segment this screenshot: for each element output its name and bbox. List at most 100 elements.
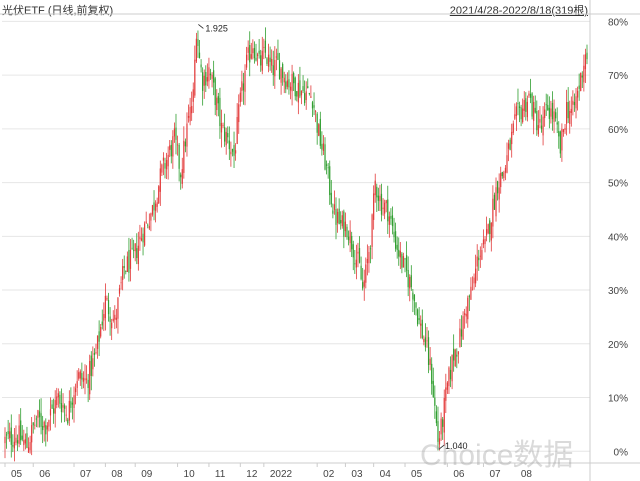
candle-body [529,93,532,98]
candle-body [274,59,276,77]
candle-body [329,166,331,196]
x-tick-label: 07 [80,469,92,480]
candle-body [49,409,52,416]
candle-body [431,363,433,384]
candle-body [586,52,588,60]
candle-body [227,132,229,138]
candle-body [206,77,208,82]
candle-body [180,174,182,178]
candle-body [21,435,23,440]
candle-body [409,276,411,289]
candle-body [73,395,75,408]
candle-body [434,397,436,406]
candle-body [198,52,201,59]
candle-body [250,54,252,59]
candle-body [553,111,555,122]
candle-body [109,316,111,323]
candle-body [501,171,503,177]
candle-body [84,378,86,381]
candle-body [142,233,144,243]
candle-body [504,167,507,173]
candle-body [103,314,105,321]
candle-body [187,115,190,118]
candle-body [247,47,249,53]
candle-body [82,377,85,382]
candle-body [294,77,296,97]
candle-body [382,207,384,210]
candle-body [500,172,502,188]
candle-body [29,442,31,451]
candle-body [548,107,550,119]
candle-body [255,57,257,61]
candle-body [566,102,568,124]
candle-body [305,91,307,101]
x-tick-label: 06 [453,469,465,480]
candle-body [34,424,36,426]
candle-body [266,58,268,64]
candle-body [506,155,508,173]
candle-body [260,55,262,66]
candle-body [173,128,176,137]
candle-body [405,255,408,271]
candle-body [478,257,480,261]
grid-lines [2,20,590,452]
candle-body [482,239,485,245]
candle-body [416,309,419,325]
candle-body [78,372,80,379]
candle-body [216,97,218,111]
candle-body [374,180,376,196]
candle-body [575,96,577,109]
candles [4,27,588,462]
candle-body [507,143,510,149]
candle-body [118,288,121,294]
candle-body [520,107,522,120]
candle-body [437,421,439,442]
candle-body [258,50,260,54]
candle-body [156,202,158,207]
y-tick-label: 70% [608,71,628,82]
candle-body [32,422,34,426]
candle-body [230,151,232,155]
candle-body [45,425,47,435]
candle-body [7,431,9,435]
candle-body [241,81,243,91]
candle-body [202,72,204,91]
candle-body [181,169,183,184]
x-tick-label: 05 [411,469,423,480]
candle-body [176,144,179,146]
candle-body [443,397,445,433]
y-tick-label: 0% [614,447,629,458]
choice-watermark: Choice数据 [420,439,574,472]
candle-body [321,143,323,150]
candle-body [584,54,587,70]
candle-body [453,348,455,361]
candle-body [583,65,585,83]
candle-body [278,60,281,80]
candle-body [522,108,524,123]
candle-body [404,258,406,260]
candle-body [154,203,157,211]
candle-body [365,264,367,283]
candle-body [573,101,576,106]
candle-body [286,80,288,87]
candle-body [167,154,169,167]
candle-body [526,101,528,118]
candle-body [358,248,361,263]
candle-body [385,200,387,204]
candle-body [470,286,472,300]
candle-body [9,431,11,439]
x-tick-label: 03 [351,469,363,480]
candle-body [42,426,44,431]
candle-body [354,263,356,265]
candle-body [576,90,579,98]
candle-body [572,100,574,105]
candle-body [388,216,390,225]
candle-body [515,106,518,117]
candle-body [465,313,467,317]
candle-body [145,221,147,223]
candle-body [533,101,535,121]
candle-body [464,313,466,315]
candle-body [376,186,378,198]
candle-body [89,360,91,395]
